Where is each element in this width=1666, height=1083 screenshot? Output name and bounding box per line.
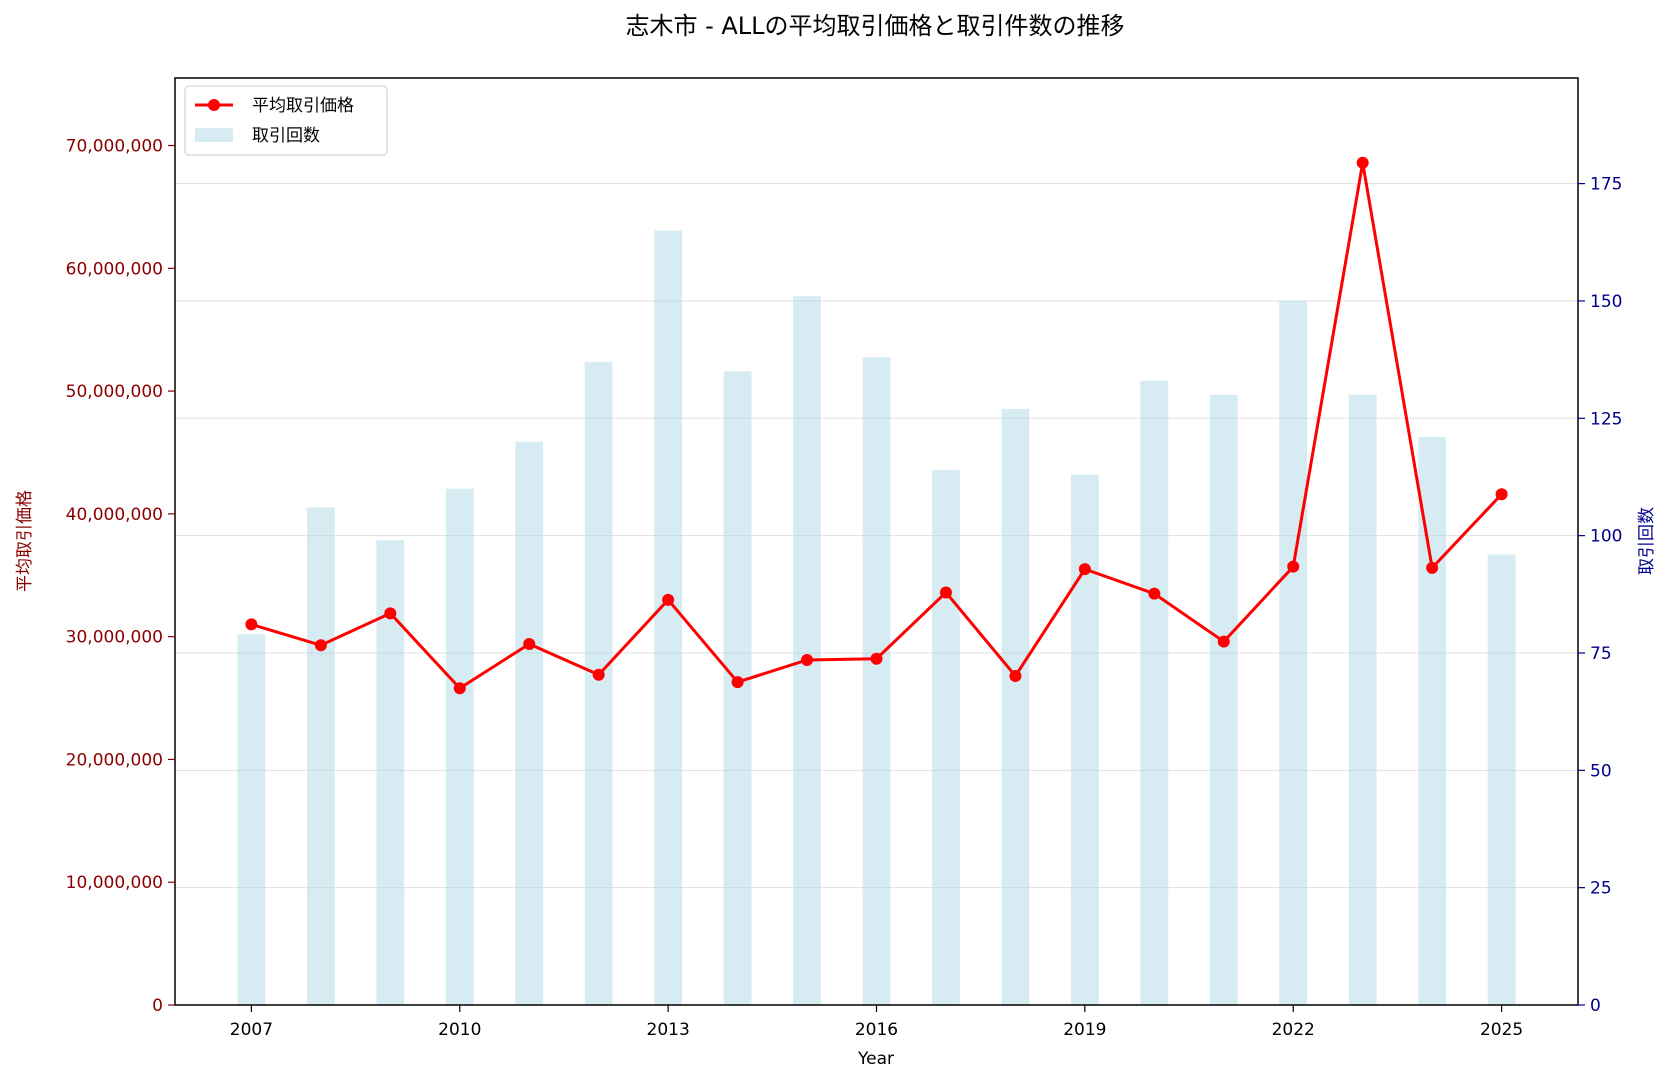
bar-2021 xyxy=(1209,394,1238,1006)
x-axis-label: Year xyxy=(857,1049,894,1069)
x-tick-label: 2007 xyxy=(230,1020,273,1040)
point-2013 xyxy=(662,593,675,606)
point-2018 xyxy=(1009,669,1022,682)
bar-2010 xyxy=(445,488,474,1006)
bar-series xyxy=(237,230,1516,1006)
legend-line-marker xyxy=(208,99,220,111)
legend-label-count: 取引回数 xyxy=(252,126,320,146)
y-left-tick-label: 70,000,000 xyxy=(66,137,163,157)
legend-bar-swatch xyxy=(195,128,233,142)
bar-2016 xyxy=(862,357,891,1005)
bar-2008 xyxy=(306,507,335,1005)
x-tick-label: 2013 xyxy=(647,1020,690,1040)
point-2008 xyxy=(314,639,327,652)
y-left-tick-label: 20,000,000 xyxy=(66,750,163,770)
axes: 2007 2010 2013 2016 2019 2022 2025 0 10,000,000 2… xyxy=(66,137,1623,1040)
bar-2024 xyxy=(1418,437,1447,1006)
bar-2014 xyxy=(723,371,752,1005)
x-tick-label: 2022 xyxy=(1272,1020,1315,1040)
bar-2012 xyxy=(584,361,613,1005)
point-2019 xyxy=(1078,563,1091,576)
bar-2020 xyxy=(1140,380,1169,1005)
point-2010 xyxy=(453,682,466,695)
bar-2023 xyxy=(1348,394,1377,1006)
x-tick-label: 2025 xyxy=(1480,1020,1523,1040)
y-right-tick-label: 125 xyxy=(1590,409,1622,429)
point-2025 xyxy=(1495,488,1508,501)
y-left-tick-label: 60,000,000 xyxy=(66,259,163,279)
point-2015 xyxy=(801,653,814,666)
y-left-tick-label: 50,000,000 xyxy=(66,382,163,402)
point-2016 xyxy=(870,652,883,665)
bar-2025 xyxy=(1487,554,1516,1005)
legend: 平均取引価格 取引回数 xyxy=(184,85,388,156)
x-tick-label: 2016 xyxy=(855,1020,898,1040)
point-2012 xyxy=(592,668,605,681)
x-tick-label: 2010 xyxy=(438,1020,481,1040)
y-right-tick-label: 75 xyxy=(1590,644,1612,664)
point-2021 xyxy=(1217,635,1230,648)
y-right-tick-label: 150 xyxy=(1590,292,1622,312)
y-left-tick-label: 0 xyxy=(152,996,163,1016)
point-2022 xyxy=(1287,560,1300,573)
legend-label-price: 平均取引価格 xyxy=(252,96,354,116)
y-left-tick-label: 30,000,000 xyxy=(66,628,163,648)
legend-box xyxy=(184,85,388,156)
point-2023 xyxy=(1356,156,1369,169)
y-axis-left-label: 平均取引価格 xyxy=(15,490,35,592)
bar-2018 xyxy=(1001,408,1030,1005)
point-2009 xyxy=(384,607,397,620)
chart-title: 志木市 - ALLの平均取引価格と取引件数の推移 xyxy=(625,12,1124,40)
point-2020 xyxy=(1148,587,1161,600)
y-right-tick-label: 100 xyxy=(1590,527,1622,547)
bar-2019 xyxy=(1070,474,1099,1005)
bar-2015 xyxy=(793,296,821,1005)
point-2007 xyxy=(245,618,258,631)
bar-2017 xyxy=(932,469,960,1005)
y-right-tick-label: 0 xyxy=(1590,996,1601,1016)
bar-2022 xyxy=(1279,300,1308,1006)
point-2014 xyxy=(731,676,744,689)
line-series xyxy=(245,156,1508,695)
y-left-tick-label: 40,000,000 xyxy=(66,505,163,525)
bar-2011 xyxy=(515,441,544,1005)
point-2017 xyxy=(939,586,952,599)
y-right-tick-label: 25 xyxy=(1590,879,1612,899)
bar-2013 xyxy=(654,230,683,1005)
y-right-tick-label: 50 xyxy=(1590,761,1612,781)
point-2011 xyxy=(523,638,536,651)
y-left-tick-label: 10,000,000 xyxy=(66,873,163,893)
point-2024 xyxy=(1426,561,1439,574)
bar-2007 xyxy=(237,634,266,1005)
x-tick-label: 2019 xyxy=(1063,1020,1106,1040)
y-right-tick-label: 175 xyxy=(1590,175,1622,195)
y-axis-right-label: 取引回数 xyxy=(1637,507,1657,575)
